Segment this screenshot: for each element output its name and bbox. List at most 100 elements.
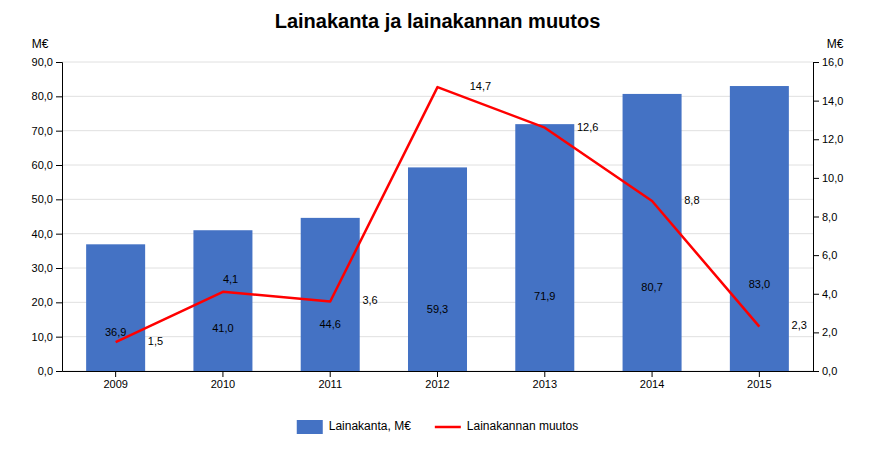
- tick-label: 0,0: [38, 365, 53, 377]
- tick-mark: [56, 131, 62, 132]
- tick-label: 16,0: [822, 56, 843, 68]
- tick-mark: [56, 199, 62, 200]
- grid-line: [62, 165, 813, 166]
- tick: 10,0: [813, 172, 843, 184]
- tick-label: 2013: [533, 378, 557, 390]
- chart: 36,941,044,659,371,980,783,01,54,13,614,…: [0, 0, 875, 449]
- tick-mark: [813, 62, 819, 63]
- tick: 2013: [533, 371, 557, 390]
- tick-label: 90,0: [32, 56, 53, 68]
- tick-label: 70,0: [32, 125, 53, 137]
- tick-label: 0,0: [822, 365, 837, 377]
- legend-swatch: [297, 420, 323, 434]
- tick: 40,0: [32, 228, 62, 240]
- tick-mark: [56, 337, 62, 338]
- marks: [86, 86, 789, 371]
- tick-mark: [652, 371, 653, 377]
- tick-mark: [813, 101, 819, 102]
- tick-mark: [56, 302, 62, 303]
- tick: 50,0: [32, 193, 62, 205]
- legend-label: Lainakannan muutos: [467, 419, 578, 433]
- tick-label: 2015: [747, 378, 771, 390]
- tick: 0,0: [38, 365, 62, 377]
- tick: 2015: [747, 371, 771, 390]
- grid-line: [62, 96, 813, 97]
- tick-label: 40,0: [32, 228, 53, 240]
- bar: [86, 244, 145, 371]
- tick: 16,0: [813, 56, 843, 68]
- tick-mark: [222, 371, 223, 377]
- bar-label: 41,0: [212, 322, 233, 334]
- tick-label: 60,0: [32, 159, 53, 171]
- tick-label: 8,0: [822, 211, 837, 223]
- tick: 2009: [103, 371, 127, 390]
- line-label: 3,6: [362, 294, 377, 306]
- legend-label: Lainakanta, M€: [329, 419, 411, 433]
- tick-mark: [56, 371, 62, 372]
- data-labels: 36,941,044,659,371,980,783,01,54,13,614,…: [105, 80, 807, 347]
- tick: 2014: [640, 371, 664, 390]
- tick: 4,0: [813, 288, 837, 300]
- axis-line: [814, 63, 820, 372]
- axis-line: [56, 63, 63, 372]
- tick-label: 6,0: [822, 249, 837, 261]
- tick-mark: [813, 139, 819, 140]
- tick: 2010: [211, 371, 235, 390]
- tick-mark: [437, 371, 438, 377]
- tick-mark: [544, 371, 545, 377]
- tick-label: 10,0: [822, 172, 843, 184]
- tick: 20,0: [32, 296, 62, 308]
- y-axis-label: M€: [32, 37, 49, 51]
- tick-label: 2014: [640, 378, 664, 390]
- legend-item: Lainakannan muutos: [435, 419, 578, 433]
- bar-label: 59,3: [427, 303, 448, 315]
- tick: 10,0: [32, 331, 62, 343]
- tick: 90,0: [32, 56, 62, 68]
- bar: [515, 124, 574, 371]
- tick-label: 12,0: [822, 133, 843, 145]
- tick: 8,0: [813, 211, 837, 223]
- legend: Lainakanta, M€ Lainakannan muutos: [297, 419, 578, 434]
- tick-mark: [813, 332, 819, 333]
- tick-label: 30,0: [32, 262, 53, 274]
- tick-mark: [813, 255, 819, 256]
- tick: 80,0: [32, 90, 62, 102]
- tick: 70,0: [32, 125, 62, 137]
- title: Lainakanta ja lainakannan muutos: [275, 10, 601, 32]
- tick-label: 80,0: [32, 90, 53, 102]
- tick-mark: [813, 371, 819, 372]
- tick-mark: [759, 371, 760, 377]
- tick: 30,0: [32, 262, 62, 274]
- tick: 2012: [425, 371, 449, 390]
- bar: [301, 218, 360, 371]
- line-label: 12,6: [577, 121, 598, 133]
- tick-mark: [115, 371, 116, 377]
- bar: [623, 94, 682, 371]
- tick-mark: [56, 96, 62, 97]
- tick-label: 14,0: [822, 95, 843, 107]
- tick-label: 2,0: [822, 326, 837, 338]
- tick-mark: [813, 294, 819, 295]
- line-label: 14,7: [470, 80, 491, 92]
- bar: [730, 86, 789, 371]
- y-axis: 0,0 10,0 20,0 30,0 40,0 50,0 60,0 70,0 80,0 90,0: [32, 56, 63, 377]
- tick-mark: [330, 371, 331, 377]
- bar: [408, 167, 467, 371]
- grid-line: [62, 62, 813, 63]
- tick-mark: [813, 217, 819, 218]
- tick-label: 2011: [318, 378, 342, 390]
- tick-label: 10,0: [32, 331, 53, 343]
- x-axis: 2009 2010 2011 2012 2013 2014 2015: [63, 371, 814, 390]
- y2-axis: 0,0 2,0 4,0 6,0 8,0 10,0 12,0 14,0 16,0: [813, 56, 843, 377]
- line-label: 2,3: [792, 319, 807, 331]
- grid-line: [62, 130, 813, 131]
- tick-label: 2010: [211, 378, 235, 390]
- line-label: 8,8: [684, 194, 699, 206]
- tick: 14,0: [813, 95, 843, 107]
- bar-label: 71,9: [534, 290, 555, 302]
- tick: 12,0: [813, 133, 843, 145]
- bar-label: 44,6: [320, 318, 341, 330]
- tick: 2011: [318, 371, 342, 390]
- tick: 2,0: [813, 326, 837, 338]
- tick-label: 2012: [425, 378, 449, 390]
